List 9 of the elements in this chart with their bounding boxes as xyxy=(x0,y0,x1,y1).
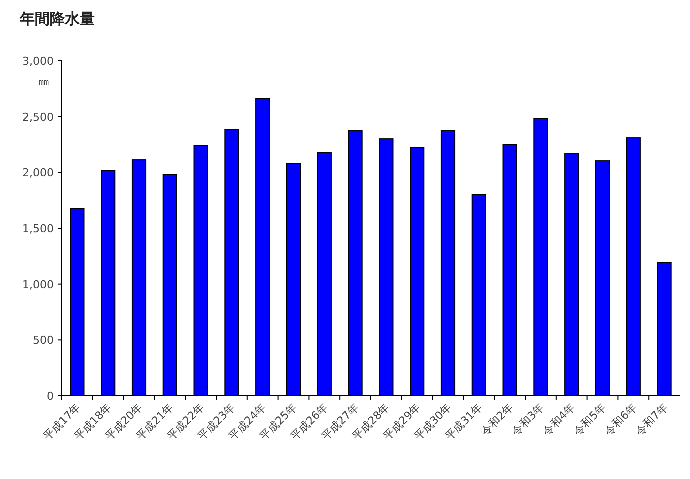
y-tick-label: 2,500 xyxy=(22,110,54,124)
y-tick-label: 500 xyxy=(33,334,54,348)
y-tick-label: 1,500 xyxy=(22,222,54,236)
chart-title: 年間降水量 xyxy=(19,10,95,28)
y-tick-label: 2,000 xyxy=(22,166,54,180)
y-tick-label: 0 xyxy=(47,390,54,403)
y-tick-label: 3,000 xyxy=(22,55,54,68)
y-axis-title: ㎜ xyxy=(38,75,50,88)
y-tick-label: 1,000 xyxy=(22,278,54,292)
